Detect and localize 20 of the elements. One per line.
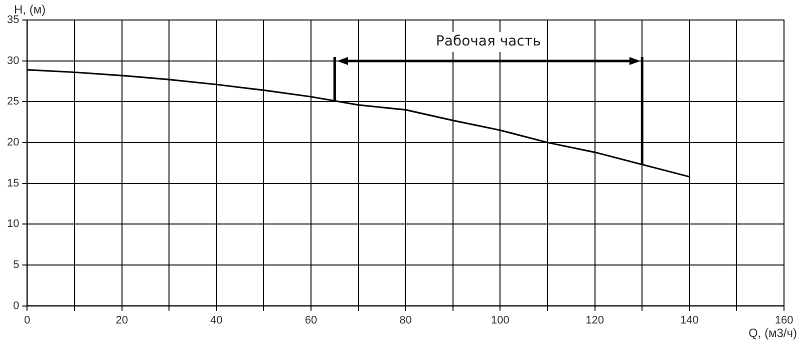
y-tick-label: 35 bbox=[6, 14, 20, 26]
x-tick-label: 160 bbox=[774, 314, 794, 326]
y-tick-label: 5 bbox=[13, 259, 20, 272]
x-tick-label: 40 bbox=[210, 314, 223, 326]
annotation: Рабочая часть bbox=[436, 34, 541, 50]
x-tick-label: 20 bbox=[116, 314, 128, 326]
y-tick-label: 10 bbox=[6, 218, 20, 230]
y-tick-label: 15 bbox=[6, 177, 20, 190]
x-tick-label: 60 bbox=[304, 314, 318, 326]
y-tick-label: 0 bbox=[13, 300, 20, 312]
x-tick-label: 140 bbox=[680, 314, 699, 326]
x-tick-label: 0 bbox=[24, 314, 30, 326]
y-tick-label: 20 bbox=[6, 136, 20, 149]
y-tick-label: 30 bbox=[6, 54, 20, 67]
x-tick-label: 120 bbox=[586, 314, 604, 326]
y-tick-label: 25 bbox=[6, 96, 20, 108]
x-tick-label: 80 bbox=[399, 314, 412, 326]
x-tick-label: 100 bbox=[491, 314, 510, 326]
y-axis-title: H, (м) bbox=[14, 2, 46, 16]
x-axis-title: Q, (м3/ч) bbox=[748, 326, 797, 340]
